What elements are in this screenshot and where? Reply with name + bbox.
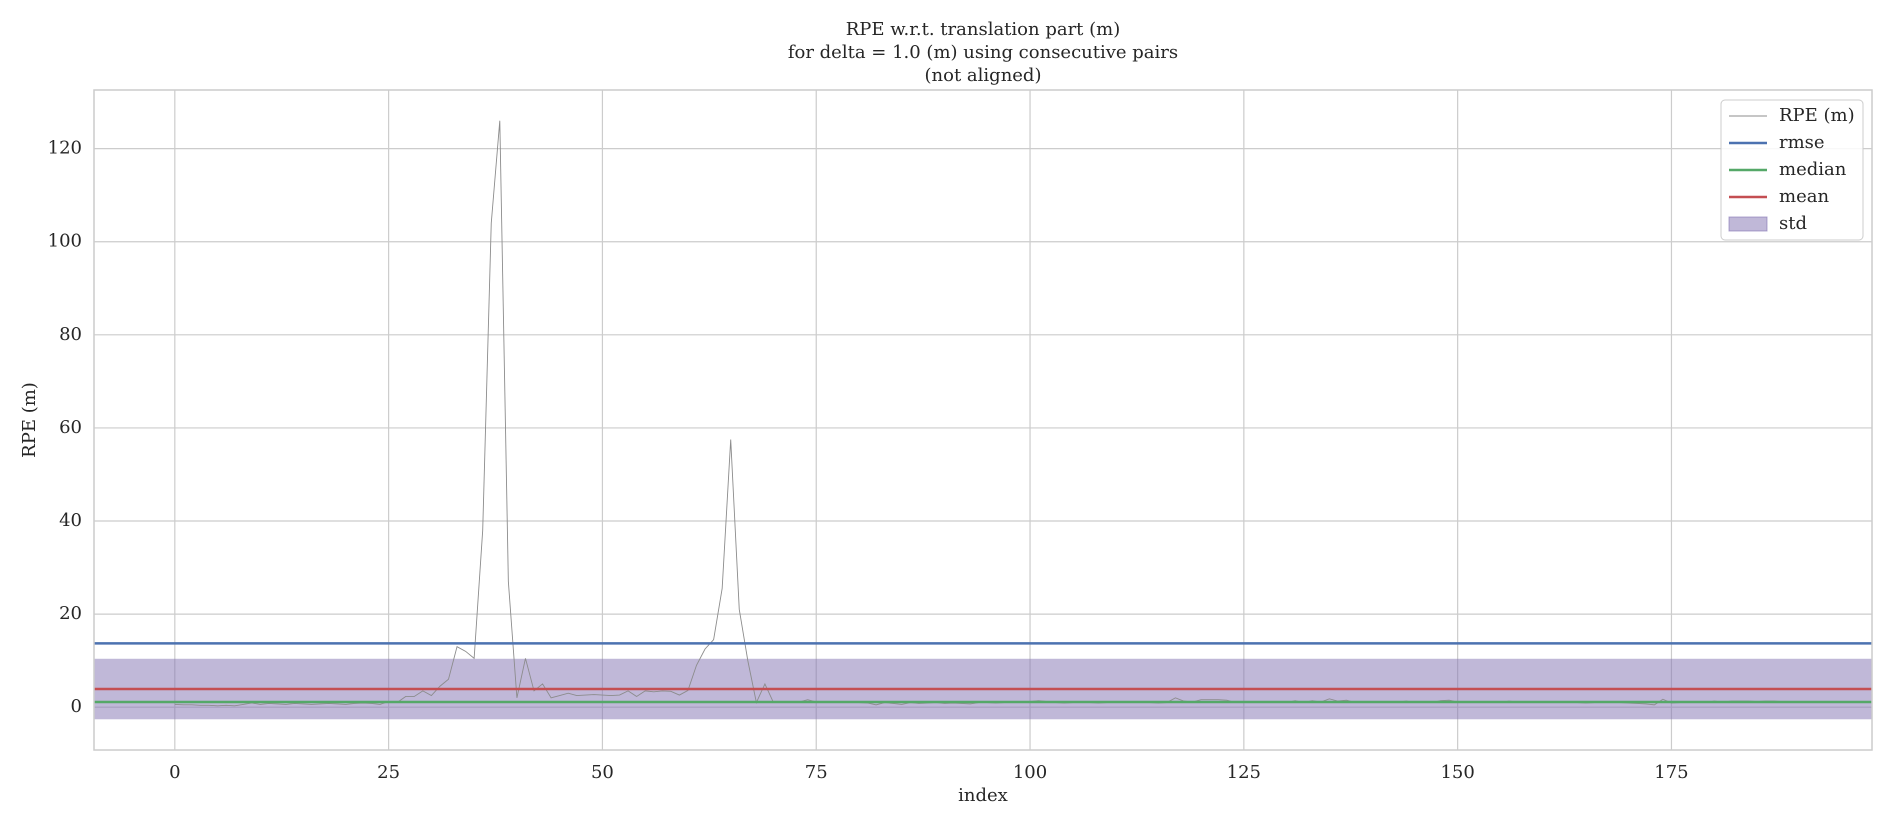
x-tick-label: 100 — [1013, 762, 1047, 783]
y-tick-label: 40 — [59, 510, 82, 531]
legend-label: std — [1779, 213, 1807, 234]
legend-label: mean — [1779, 186, 1829, 207]
x-tick-label: 0 — [169, 762, 180, 783]
x-tick-label: 150 — [1440, 762, 1474, 783]
legend-label: median — [1779, 159, 1847, 180]
legend-box — [1720, 99, 1864, 241]
x-tick-label: 25 — [377, 762, 400, 783]
y-tick-label: 80 — [59, 324, 82, 345]
legend-label: RPE (m) — [1779, 105, 1855, 126]
x-axis-label: index — [958, 785, 1008, 806]
legend-swatch — [1728, 216, 1768, 232]
legend-label: rmse — [1779, 132, 1825, 153]
x-tick-label: 175 — [1654, 762, 1688, 783]
x-tick-label: 50 — [591, 762, 614, 783]
x-tick-label: 75 — [805, 762, 828, 783]
plot-frame — [93, 89, 1873, 751]
x-tick-label: 125 — [1227, 762, 1261, 783]
y-tick-label: 60 — [59, 417, 82, 438]
y-tick-label: 100 — [48, 231, 82, 252]
y-axis-label: RPE (m) — [19, 382, 40, 458]
y-tick-label: 0 — [71, 696, 82, 717]
chart-title: RPE w.r.t. translation part (m) — [846, 19, 1121, 40]
chart-subtitle: for delta = 1.0 (m) using consecutive pa… — [788, 42, 1178, 63]
chart-subtitle: (not aligned) — [925, 65, 1042, 86]
y-tick-label: 120 — [48, 138, 82, 159]
y-tick-label: 20 — [59, 603, 82, 624]
